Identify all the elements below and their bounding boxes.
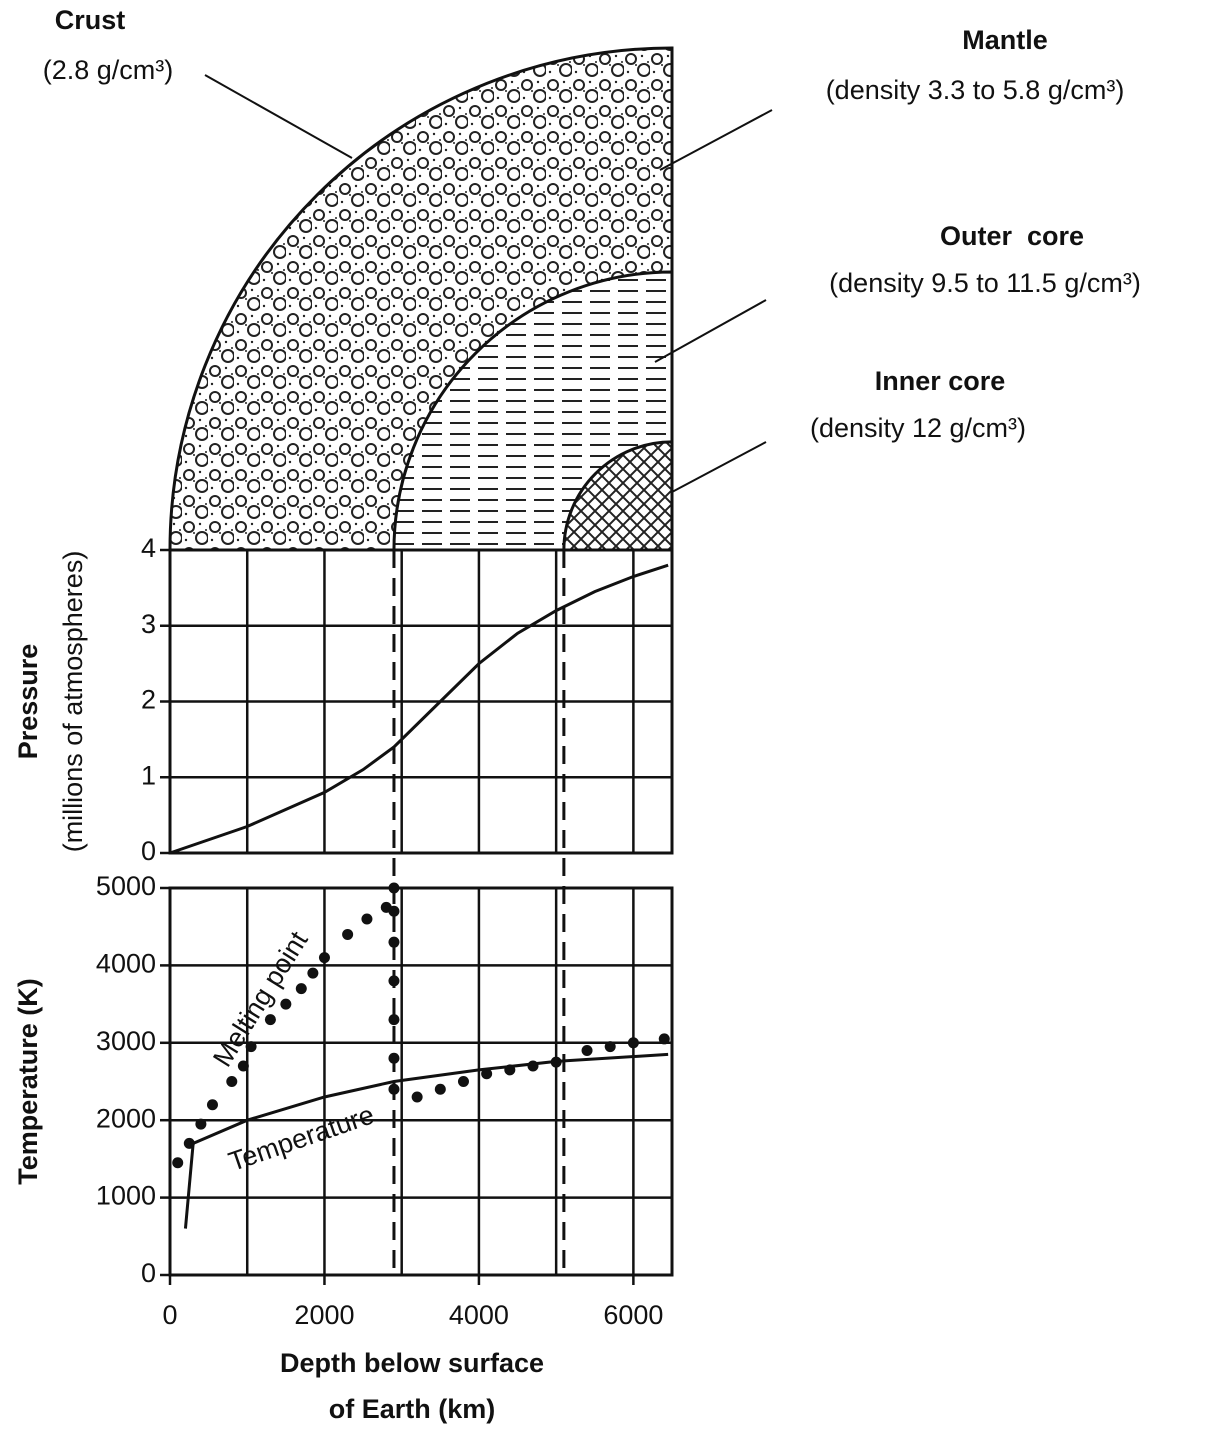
data-point: [434, 1083, 446, 1095]
data-point: [245, 1041, 257, 1053]
data-point: [604, 1041, 616, 1053]
data-point: [411, 1091, 423, 1103]
y-tick-label: 4000: [96, 949, 156, 979]
leader-line: [671, 441, 767, 493]
layer-name: Crust: [55, 5, 126, 35]
y-axis-label: (millions of atmospheres): [58, 551, 88, 853]
y-axis-label: Temperature (K): [13, 978, 43, 1185]
x-axis-label: Depth below surface: [280, 1348, 544, 1378]
layer-name: Inner core: [875, 366, 1006, 396]
leader-line: [659, 109, 773, 171]
y-tick-label: 4: [141, 533, 156, 563]
data-point: [237, 1060, 249, 1072]
data-point: [195, 1118, 207, 1130]
data-point: [280, 998, 292, 1010]
data-point: [658, 1033, 670, 1045]
data-point: [342, 928, 354, 940]
data-point: [226, 1076, 238, 1087]
data-point: [206, 1099, 218, 1111]
y-tick-label: 5000: [96, 871, 156, 901]
data-point: [307, 967, 319, 979]
earth-layer: [562, 440, 674, 552]
leader-line: [204, 74, 353, 159]
y-axis-label: Pressure: [13, 644, 43, 760]
x-axis-label: of Earth (km): [329, 1394, 496, 1424]
layer-labels: Crust (2.8 g/cm³) Mantle (density 3.3 to…: [43, 5, 1141, 493]
data-point: [388, 1014, 400, 1026]
layer-density: (density 9.5 to 11.5 g/cm³): [829, 268, 1141, 298]
data-point: [627, 1037, 639, 1049]
layer-name: Mantle: [962, 25, 1048, 55]
y-tick-label: 0: [141, 1258, 156, 1288]
data-point: [581, 1045, 593, 1057]
earth-diagram: [168, 46, 674, 552]
y-tick-label: 2000: [96, 1103, 156, 1133]
y-tick-label: 3: [141, 609, 156, 639]
data-point: [457, 1076, 469, 1087]
data-point: [172, 1157, 184, 1169]
data-line: [169, 563, 669, 855]
data-point: [264, 1014, 276, 1026]
y-tick-label: 1000: [96, 1181, 156, 1211]
data-line: [183, 1052, 669, 1229]
x-tick-label: 2000: [294, 1300, 354, 1330]
y-tick-label: 1: [141, 760, 156, 790]
x-tick-label: 0: [162, 1300, 177, 1330]
y-tick-label: 0: [141, 836, 156, 866]
layer-density: (2.8 g/cm³): [43, 55, 174, 85]
y-tick-label: 2: [141, 685, 156, 715]
data-point: [481, 1068, 493, 1080]
layer-density: (density 12 g/cm³): [810, 413, 1026, 443]
data-point: [318, 952, 330, 964]
leader-line: [654, 299, 767, 363]
data-point: [295, 983, 307, 995]
data-point: [361, 913, 373, 925]
data-point: [388, 905, 400, 917]
x-tick-label: 4000: [449, 1300, 509, 1330]
layer-name: Outer core: [940, 221, 1084, 251]
y-tick-label: 3000: [96, 1026, 156, 1056]
x-tick-label: 6000: [603, 1300, 663, 1330]
plot-area: [168, 886, 674, 1277]
layer-density: (density 3.3 to 5.8 g/cm³): [826, 75, 1125, 105]
